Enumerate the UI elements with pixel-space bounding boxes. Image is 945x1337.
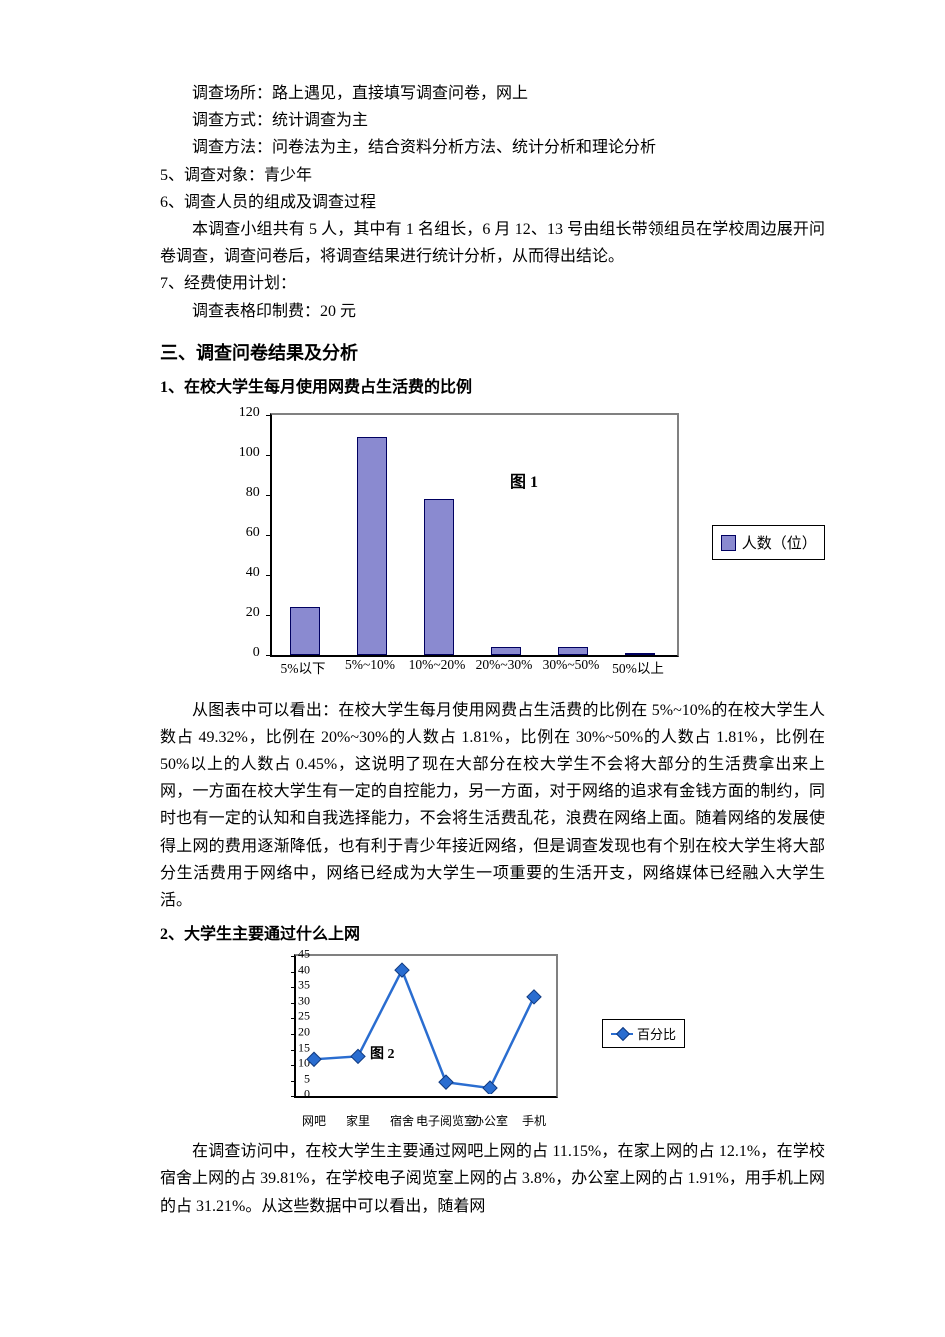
survey-place: 调查场所：路上遇见，直接填写调查问卷，网上 <box>160 80 825 107</box>
legend-line-swatch <box>611 1028 633 1038</box>
bar <box>424 499 454 655</box>
survey-mode: 调查方式：统计调查为主 <box>160 107 825 134</box>
x-category-label: 网吧 <box>302 1112 326 1129</box>
x-category-label: 10%~20% <box>409 657 466 673</box>
document-page: 调查场所：路上遇见，直接填写调查问卷，网上 调查方式：统计调查为主 调查方法：问… <box>0 0 945 1260</box>
item-7: 7、经费使用计划： <box>160 270 825 297</box>
x-category-label: 宿舍 <box>390 1112 414 1129</box>
y-tick-label: 80 <box>220 485 260 501</box>
x-category-label: 家里 <box>346 1112 370 1129</box>
bar <box>491 647 521 655</box>
chart-2: 051015202530354045网吧家里宿舍电子阅览室办公室手机图 2 百分… <box>260 948 825 1138</box>
paragraph-2: 在调查访问中，在校大学生主要通过网吧上网的占 11.15%，在家上网的占 12.… <box>160 1138 825 1220</box>
x-category-label: 50%以上 <box>612 657 664 677</box>
chart-1: 0 20 40 60 80 100 120 5%以下 5%~10% 10%~20% 20%~30% 3… <box>220 403 825 683</box>
bar <box>357 437 387 655</box>
bar <box>290 607 320 655</box>
y-tick-label: 120 <box>220 405 260 421</box>
item-5: 5、调查对象：青少年 <box>160 162 825 189</box>
question-1-title: 1、在校大学生每月使用网费占生活费的比例 <box>160 373 825 397</box>
x-category-label: 20%~30% <box>476 657 533 673</box>
y-tick-label: 20 <box>220 605 260 621</box>
y-tick-label: 100 <box>220 445 260 461</box>
x-category-label: 5%~10% <box>345 657 395 673</box>
bar <box>558 647 588 655</box>
section-3-title: 三、调查问卷结果及分析 <box>160 339 825 365</box>
chart-1-annotation: 图 1 <box>510 468 538 492</box>
chart-2-legend: 百分比 <box>602 1019 685 1048</box>
y-tick-label: 60 <box>220 525 260 541</box>
legend-label: 人数（位） <box>742 532 812 553</box>
survey-method: 调查方法：问卷法为主，结合资料分析方法、统计分析和理论分析 <box>160 134 825 161</box>
x-category-label: 电子阅览室 <box>416 1112 476 1129</box>
item-6: 6、调查人员的组成及调查过程 <box>160 189 825 216</box>
y-tick-label: 0 <box>220 645 260 661</box>
question-2-title: 2、大学生主要通过什么上网 <box>160 920 825 944</box>
legend-label: 百分比 <box>637 1024 676 1043</box>
x-category-label: 办公室 <box>472 1112 508 1129</box>
legend-swatch <box>721 535 736 551</box>
chart-2-svg <box>294 954 554 1094</box>
x-category-label: 5%以下 <box>281 657 326 677</box>
x-category-label: 30%~50% <box>543 657 600 673</box>
x-category-label: 手机 <box>522 1112 546 1129</box>
chart-1-plot <box>270 413 679 657</box>
item-7-body: 调查表格印制费：20 元 <box>160 298 825 325</box>
chart-2-annotation: 图 2 <box>370 1043 395 1063</box>
y-tick-label: 40 <box>220 565 260 581</box>
item-6-body: 本调查小组共有 5 人，其中有 1 名组长，6 月 12、13 号由组长带领组员… <box>160 216 825 270</box>
bar <box>625 653 655 655</box>
chart-1-legend: 人数（位） <box>712 525 825 560</box>
paragraph-1: 从图表中可以看出：在校大学生每月使用网费占生活费的比例在 5%~10%的在校大学… <box>160 697 825 915</box>
